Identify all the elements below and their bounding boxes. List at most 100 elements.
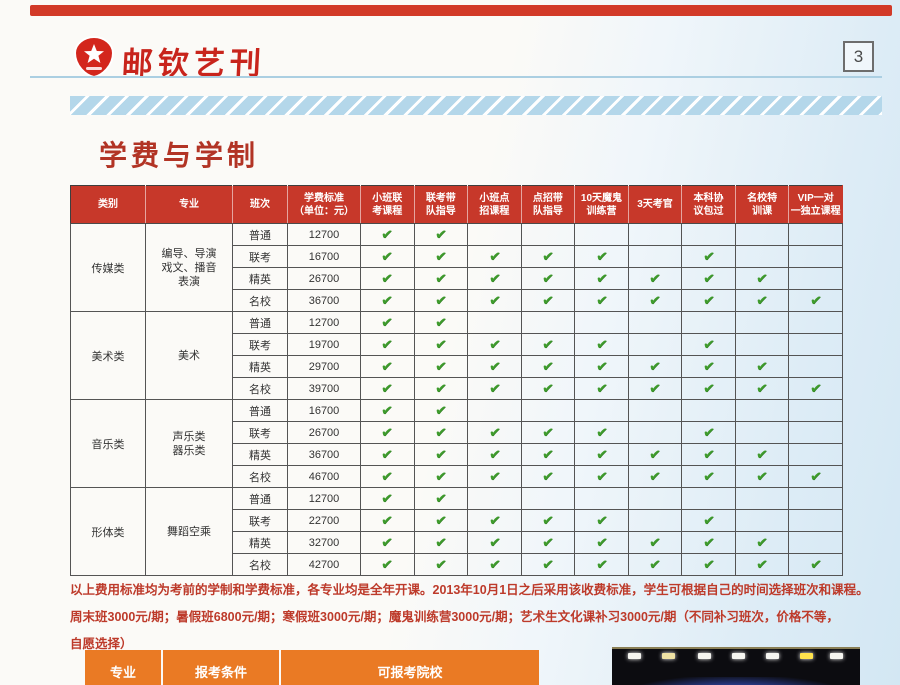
check-cell: ✔ [467,245,522,268]
tuition-table: 类别 专业 班次 学费标准 （单位：元） 小班联 考课程 联考带 队指导 小班点 招课程 点招… [70,185,843,576]
check-icon: ✔ [702,423,716,441]
col-header: 点招带 队指导 [521,185,576,224]
check-cell: ✔ [681,443,736,466]
fee-cell: 26700 [287,421,361,444]
check-cell: ✔ [467,267,522,290]
check-icon: ✔ [487,335,501,353]
check-icon: ✔ [702,511,716,529]
class-tier-cell: 精英 [232,531,288,554]
category-cell: 传媒类 [70,223,146,312]
check-icon: ✔ [434,269,448,287]
check-icon: ✔ [380,357,394,375]
check-cell [681,223,736,246]
check-cell [788,355,843,378]
col-header: 本科协 议包过 [681,185,736,224]
check-icon: ✔ [702,247,716,265]
check-cell [788,531,843,554]
check-cell: ✔ [734,531,790,554]
table-row: 形体类 舞蹈空乘 普通 12700 ✔ ✔ [70,487,843,576]
bottom-table: 专业 报考条件 可报考院校 [85,650,539,685]
check-cell [734,245,790,268]
check-cell: ✔ [520,377,576,400]
check-icon: ✔ [755,467,769,485]
class-tier-cell: 联考 [232,333,288,356]
check-icon: ✔ [434,291,448,309]
check-cell: ✔ [574,333,629,356]
check-icon: ✔ [380,555,394,573]
table-row: 美术类 美术 普通 12700 ✔ ✔ [70,311,843,400]
check-cell: ✔ [574,377,629,400]
check-cell: ✔ [413,355,469,378]
check-cell: ✔ [360,443,415,466]
check-icon: ✔ [541,533,555,551]
check-cell: ✔ [734,289,790,312]
check-cell [734,223,790,246]
check-icon: ✔ [595,467,608,485]
check-cell: ✔ [627,355,683,378]
class-tier-cell: 名校 [232,465,288,488]
check-cell [788,223,843,246]
check-icon: ✔ [434,555,448,573]
check-cell: ✔ [681,531,736,554]
col-header: 小班点 招课程 [467,185,522,224]
check-cell: ✔ [413,333,469,356]
check-icon: ✔ [648,269,662,287]
check-cell: ✔ [627,377,683,400]
check-icon: ✔ [702,291,716,309]
class-tier-cell: 联考 [232,245,288,268]
check-cell [788,333,843,356]
check-cell: ✔ [467,333,522,356]
check-icon: ✔ [541,423,555,441]
check-icon: ✔ [648,533,662,551]
check-cell: ✔ [413,267,469,290]
category-cell: 形体类 [70,487,146,576]
fee-cell: 39700 [287,377,361,400]
check-cell [627,311,683,334]
class-tier-cell: 精英 [232,355,288,378]
bottom-col-header: 专业 [85,650,161,685]
check-icon: ✔ [541,357,555,375]
check-icon: ✔ [595,335,608,353]
check-icon: ✔ [434,313,448,331]
check-cell [734,487,790,510]
check-icon: ✔ [541,555,555,573]
col-header: 3天考官 [628,185,683,224]
check-icon: ✔ [541,291,555,309]
check-cell: ✔ [413,465,469,488]
page-number: 3 [853,47,864,66]
check-icon: ✔ [434,247,448,265]
col-header: 类别 [70,185,146,224]
check-cell [681,487,736,510]
check-cell: ✔ [413,377,469,400]
check-cell: ✔ [520,509,576,532]
check-cell: ✔ [681,333,736,356]
check-cell [681,399,736,422]
check-cell: ✔ [681,509,736,532]
check-icon: ✔ [755,291,769,309]
col-header: 班次 [232,185,288,224]
check-cell: ✔ [360,333,415,356]
check-cell [627,245,683,268]
check-icon: ✔ [380,489,394,507]
col-header: 10天魔鬼 训练营 [574,185,629,224]
check-icon: ✔ [487,445,501,463]
masthead-logo [74,36,114,78]
top-red-rule [30,5,892,16]
check-icon: ✔ [809,467,823,485]
check-cell [734,311,790,334]
check-cell: ✔ [467,377,522,400]
check-cell: ✔ [681,421,736,444]
striped-banner [70,96,882,115]
check-cell: ✔ [681,355,736,378]
check-icon: ✔ [541,335,555,353]
check-icon: ✔ [702,379,716,397]
stage-light-icon [628,653,641,659]
check-icon: ✔ [380,423,394,441]
check-cell: ✔ [360,245,415,268]
category-cell: 美术类 [70,311,146,400]
check-icon: ✔ [380,225,394,243]
category-cell: 音乐类 [70,399,146,488]
check-icon: ✔ [487,533,501,551]
check-icon: ✔ [434,533,448,551]
check-cell: ✔ [681,465,736,488]
